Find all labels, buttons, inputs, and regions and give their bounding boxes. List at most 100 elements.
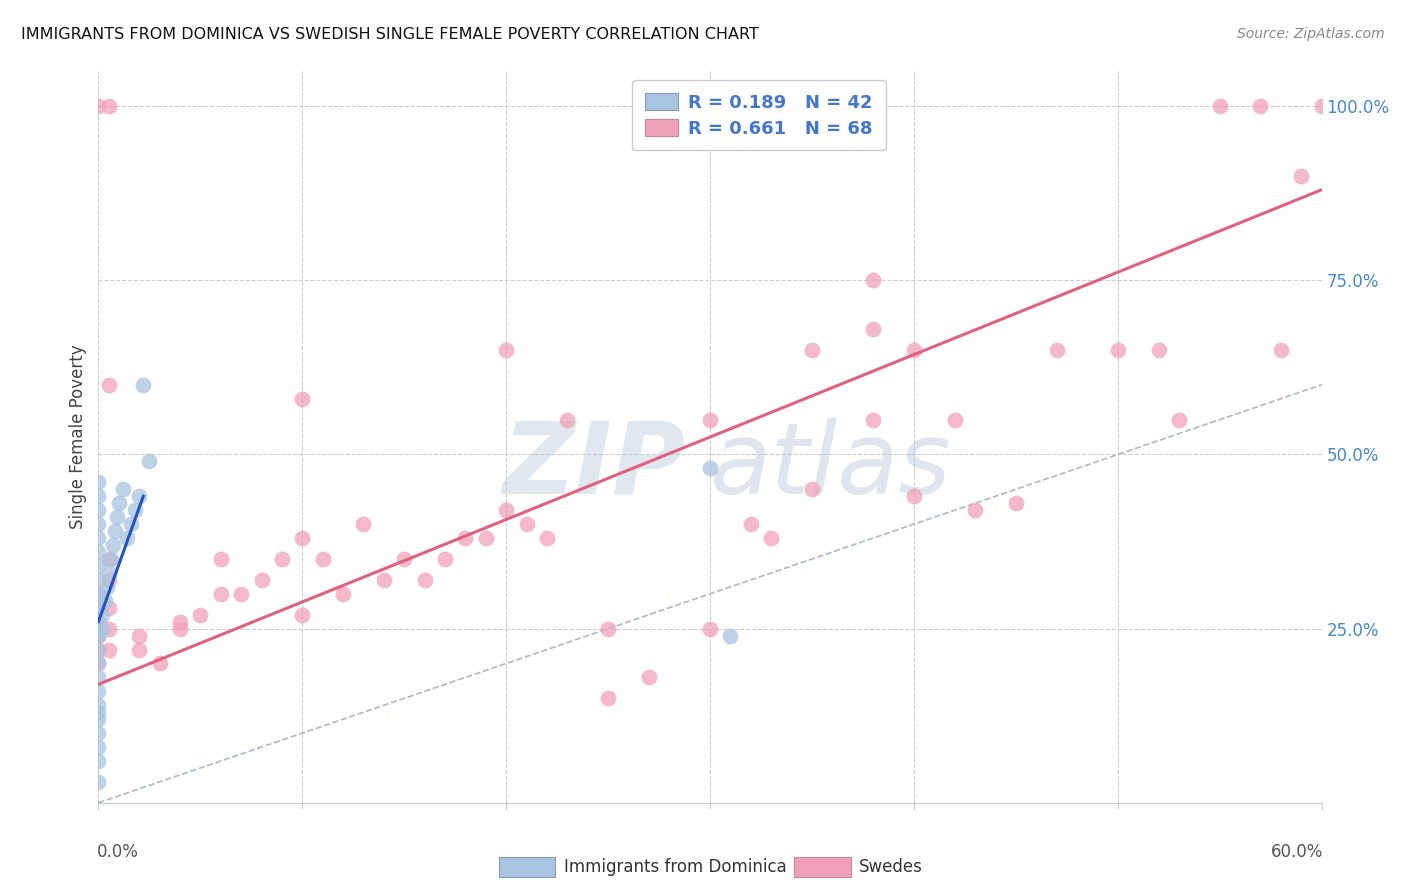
Point: [638, 670, 661, 684]
Point: [87, 726, 110, 740]
Point: [87, 775, 110, 789]
Point: [111, 483, 134, 497]
Legend: R = 0.189   N = 42, R = 0.661   N = 68: R = 0.189 N = 42, R = 0.661 N = 68: [633, 80, 886, 151]
Point: [516, 517, 538, 532]
Point: [740, 517, 762, 532]
Point: [87, 629, 110, 643]
Point: [91, 607, 114, 622]
Point: [87, 698, 110, 713]
Point: [474, 531, 498, 545]
Point: [104, 524, 127, 538]
Point: [1209, 99, 1232, 113]
Point: [87, 503, 110, 517]
Point: [495, 343, 517, 357]
Point: [87, 489, 110, 503]
Point: [124, 503, 146, 517]
Point: [115, 531, 138, 545]
Point: [128, 489, 150, 503]
Point: [132, 377, 155, 392]
Point: [87, 712, 110, 726]
Text: 0.0%: 0.0%: [97, 843, 139, 861]
Point: [87, 754, 110, 768]
Point: [291, 531, 314, 545]
Point: [97, 642, 120, 657]
Point: [392, 552, 416, 566]
Point: [101, 538, 124, 552]
Text: Swedes: Swedes: [859, 858, 922, 876]
Y-axis label: Single Female Poverty: Single Female Poverty: [69, 345, 87, 529]
Point: [373, 573, 395, 587]
Point: [87, 642, 110, 657]
Point: [598, 622, 620, 636]
Point: [93, 594, 115, 608]
Point: [128, 642, 150, 657]
Point: [97, 377, 120, 392]
Point: [87, 705, 110, 719]
Point: [209, 587, 232, 601]
Point: [87, 615, 110, 629]
Point: [801, 483, 824, 497]
Point: [188, 607, 212, 622]
Point: [801, 343, 824, 357]
Point: [1107, 343, 1129, 357]
Point: [454, 531, 477, 545]
Point: [87, 615, 110, 629]
Point: [413, 573, 436, 587]
Point: [536, 531, 558, 545]
Point: [1004, 496, 1026, 510]
Point: [108, 496, 131, 510]
Point: [862, 273, 884, 287]
Point: [1147, 343, 1170, 357]
Point: [87, 740, 110, 755]
Point: [862, 322, 884, 336]
Point: [209, 552, 232, 566]
Point: [87, 684, 110, 698]
Point: [943, 412, 966, 426]
Point: [87, 657, 110, 671]
Point: [87, 573, 110, 587]
Point: [97, 552, 120, 566]
Point: [1045, 343, 1069, 357]
Point: [87, 657, 110, 671]
Text: atlas: atlas: [710, 417, 952, 515]
Text: IMMIGRANTS FROM DOMINICA VS SWEDISH SINGLE FEMALE POVERTY CORRELATION CHART: IMMIGRANTS FROM DOMINICA VS SWEDISH SING…: [21, 27, 759, 42]
Point: [231, 587, 253, 601]
Point: [97, 566, 120, 580]
Point: [291, 392, 314, 406]
Point: [1291, 169, 1313, 183]
Point: [495, 503, 517, 517]
Text: Immigrants from Dominica: Immigrants from Dominica: [564, 858, 786, 876]
Point: [87, 600, 110, 615]
Point: [965, 503, 987, 517]
Point: [96, 580, 118, 594]
Point: [699, 461, 721, 475]
Text: Source: ZipAtlas.com: Source: ZipAtlas.com: [1237, 27, 1385, 41]
Point: [250, 573, 273, 587]
Point: [598, 691, 620, 706]
Point: [87, 642, 110, 657]
Point: [87, 558, 110, 573]
Point: [352, 517, 374, 532]
Point: [332, 587, 354, 601]
Point: [87, 587, 110, 601]
Point: [100, 552, 122, 566]
Point: [1249, 99, 1271, 113]
Point: [87, 670, 110, 684]
Point: [1167, 412, 1189, 426]
Point: [87, 517, 110, 532]
Point: [434, 552, 457, 566]
Point: [87, 475, 110, 490]
Point: [1310, 99, 1333, 113]
Point: [87, 545, 110, 559]
Point: [720, 629, 742, 643]
Text: ZIP: ZIP: [502, 417, 686, 515]
Point: [128, 629, 150, 643]
Point: [699, 622, 721, 636]
Point: [97, 573, 120, 587]
Point: [862, 412, 884, 426]
Point: [97, 600, 120, 615]
Point: [169, 615, 191, 629]
Point: [557, 412, 579, 426]
Point: [312, 552, 335, 566]
Point: [91, 622, 114, 636]
